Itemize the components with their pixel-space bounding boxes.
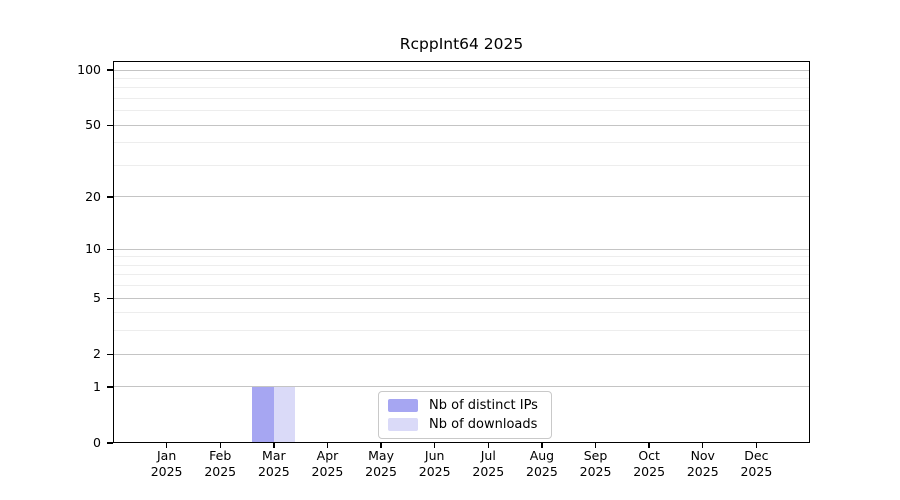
x-axis-tick: [326, 443, 329, 448]
legend-item: Nb of downloads: [388, 416, 538, 433]
legend: Nb of distinct IPs Nb of downloads: [378, 391, 552, 439]
major-gridline: [113, 196, 810, 198]
major-gridline: [113, 124, 810, 126]
x-tick-label: Apr 2025: [312, 448, 344, 480]
y-axis-tick: [107, 386, 113, 388]
major-gridline: [113, 248, 810, 250]
y-tick-label: 5: [93, 290, 101, 306]
x-tick-month: Sep: [583, 448, 608, 463]
x-tick-label: Sep 2025: [580, 448, 612, 480]
legend-swatch-distinct-ips-icon: [388, 399, 418, 412]
minor-gridline: [113, 264, 810, 266]
legend-label: Nb of distinct IPs: [429, 398, 538, 413]
x-tick-month: Feb: [209, 448, 232, 463]
x-tick-month: Nov: [690, 448, 715, 463]
y-tick-label: 2: [93, 346, 101, 362]
x-tick-label: Jan 2025: [151, 448, 183, 480]
minor-gridline: [113, 312, 810, 314]
x-tick-month: Oct: [638, 448, 660, 463]
major-gridline: [113, 69, 810, 71]
minor-gridline: [113, 77, 810, 79]
x-tick-label: Aug 2025: [526, 448, 558, 480]
legend-swatch-downloads-icon: [388, 418, 418, 431]
major-gridline: [113, 297, 810, 299]
minor-gridline: [113, 165, 810, 166]
major-gridline: [113, 353, 810, 355]
x-axis-tick: [594, 443, 597, 448]
major-gridline: [113, 386, 810, 388]
y-axis-tick: [107, 353, 113, 355]
plot-area: Nb of distinct IPs Nb of downloads 0 1 2 5 1…: [77, 61, 810, 479]
minor-gridline: [113, 87, 810, 89]
y-axis-tick: [107, 124, 113, 126]
x-tick-year: 2025: [257, 464, 290, 479]
x-axis-tick: [487, 443, 489, 448]
bar-nb-of-distinct-ips: [252, 386, 274, 443]
x-tick-year: 2025: [418, 464, 451, 479]
x-tick-month: Apr: [316, 448, 339, 463]
x-axis-tick: [165, 443, 168, 448]
x-axis-tick: [273, 443, 275, 448]
x-tick-month: Aug: [529, 448, 555, 463]
x-axis-tick: [219, 443, 221, 448]
y-axis-tick: [107, 297, 113, 299]
x-tick-label: Dec 2025: [740, 448, 772, 480]
x-tick-month: Jan: [156, 448, 177, 463]
x-tick-year: 2025: [633, 464, 666, 479]
x-tick-label: Nov 2025: [687, 448, 719, 480]
minor-gridline: [113, 98, 810, 100]
y-axis-tick: [107, 442, 113, 444]
x-tick-year: 2025: [365, 464, 397, 479]
x-tick-label: May 2025: [365, 448, 397, 480]
minor-gridline: [113, 330, 810, 332]
x-tick-year: 2025: [740, 464, 773, 479]
x-tick-label: Mar 2025: [258, 448, 290, 480]
y-axis-tick: [107, 248, 113, 250]
y-tick-label: 20: [85, 188, 101, 204]
y-tick-label: 0: [93, 435, 101, 450]
y-tick-label: 50: [85, 117, 101, 133]
x-axis-tick: [648, 443, 650, 448]
x-tick-year: 2025: [311, 464, 344, 479]
x-tick-month: Mar: [262, 448, 286, 463]
x-tick-label: Oct 2025: [633, 448, 665, 480]
x-tick-month: Jul: [480, 448, 496, 463]
x-tick-month: Jun: [424, 448, 445, 463]
legend-label: Nb of downloads: [429, 417, 538, 432]
minor-gridline: [113, 256, 810, 258]
legend-item: Nb of distinct IPs: [388, 397, 538, 414]
y-axis-tick: [107, 196, 113, 198]
y-tick-label: 100: [77, 62, 101, 78]
x-axis-tick: [541, 443, 543, 448]
minor-gridline: [113, 274, 810, 276]
x-tick-year: 2025: [204, 464, 237, 479]
y-axis-tick: [107, 69, 113, 71]
minor-gridline: [113, 110, 810, 112]
x-tick-year: 2025: [686, 464, 719, 479]
minor-gridline: [113, 142, 810, 144]
x-tick-year: 2025: [579, 464, 612, 479]
x-tick-year: 2025: [526, 464, 558, 479]
x-axis-tick: [755, 443, 758, 448]
x-tick-month: May: [368, 448, 394, 463]
x-axis-tick: [380, 443, 382, 448]
x-tick-month: Dec: [744, 448, 769, 463]
x-tick-label: Feb 2025: [204, 448, 236, 480]
x-tick-year: 2025: [150, 464, 183, 479]
x-axis-tick: [702, 443, 704, 448]
x-axis-tick: [433, 443, 436, 448]
y-tick-label: 10: [85, 241, 101, 257]
x-tick-label: Jun 2025: [419, 448, 451, 480]
y-tick-label: 1: [93, 378, 101, 394]
chart-title: RcppInt64 2025: [399, 35, 524, 53]
x-tick-year: 2025: [472, 464, 505, 479]
minor-gridline: [113, 285, 810, 287]
bar-nb-of-downloads: [273, 386, 296, 443]
x-tick-label: Jul 2025: [472, 448, 504, 480]
